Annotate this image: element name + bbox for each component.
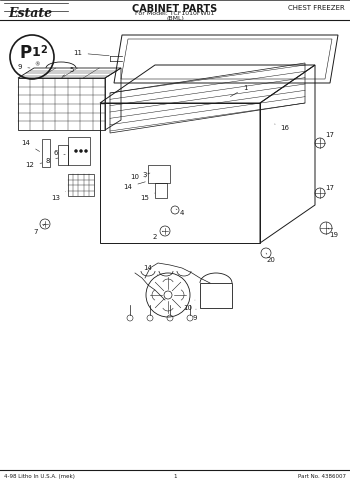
Text: P: P: [20, 44, 32, 62]
Text: 16: 16: [275, 124, 289, 131]
Text: 14: 14: [124, 182, 145, 190]
Text: 4: 4: [176, 209, 184, 216]
Bar: [148, 165, 170, 183]
Text: 12: 12: [26, 162, 42, 168]
Bar: [68, 137, 90, 165]
Bar: [58, 145, 68, 165]
Text: For Model: TCF1010FW01: For Model: TCF1010FW01: [135, 11, 215, 16]
Text: 4-98 Litho In U.S.A. (mek): 4-98 Litho In U.S.A. (mek): [4, 474, 75, 479]
Text: 9: 9: [18, 64, 30, 70]
Text: 7: 7: [34, 224, 45, 235]
Bar: [68, 174, 94, 196]
Text: Estate: Estate: [8, 7, 52, 20]
Text: 2: 2: [153, 231, 163, 240]
Text: 6: 6: [54, 150, 65, 156]
Text: 2: 2: [41, 45, 47, 55]
Text: 8: 8: [46, 158, 58, 164]
Text: 1: 1: [173, 474, 177, 479]
Text: 10: 10: [131, 174, 145, 180]
Text: 15: 15: [141, 193, 155, 201]
Text: Part No. 4386007: Part No. 4386007: [298, 474, 346, 479]
Text: 19: 19: [328, 228, 338, 238]
Text: 17: 17: [320, 185, 335, 191]
Circle shape: [84, 150, 88, 153]
Bar: [100, 103, 260, 243]
Text: 3: 3: [143, 172, 150, 178]
Circle shape: [75, 150, 77, 153]
Text: (BML): (BML): [166, 16, 184, 21]
Bar: [155, 183, 167, 198]
Text: 1: 1: [230, 85, 247, 97]
Text: 9: 9: [193, 309, 197, 321]
Text: 11: 11: [74, 50, 109, 56]
Text: 10: 10: [183, 300, 195, 311]
Text: CHEST FREEZER: CHEST FREEZER: [288, 5, 345, 11]
Text: ®: ®: [34, 62, 40, 68]
Text: 5: 5: [62, 67, 74, 76]
Text: CABINET PARTS: CABINET PARTS: [132, 4, 218, 14]
Text: 17: 17: [320, 132, 335, 141]
Text: 20: 20: [266, 253, 275, 263]
Text: 1: 1: [32, 46, 40, 59]
Circle shape: [79, 150, 83, 153]
Text: 14: 14: [22, 140, 40, 152]
Text: 14: 14: [144, 265, 158, 274]
Bar: [18, 78, 105, 130]
Text: 13: 13: [51, 192, 66, 201]
Bar: [42, 139, 50, 167]
